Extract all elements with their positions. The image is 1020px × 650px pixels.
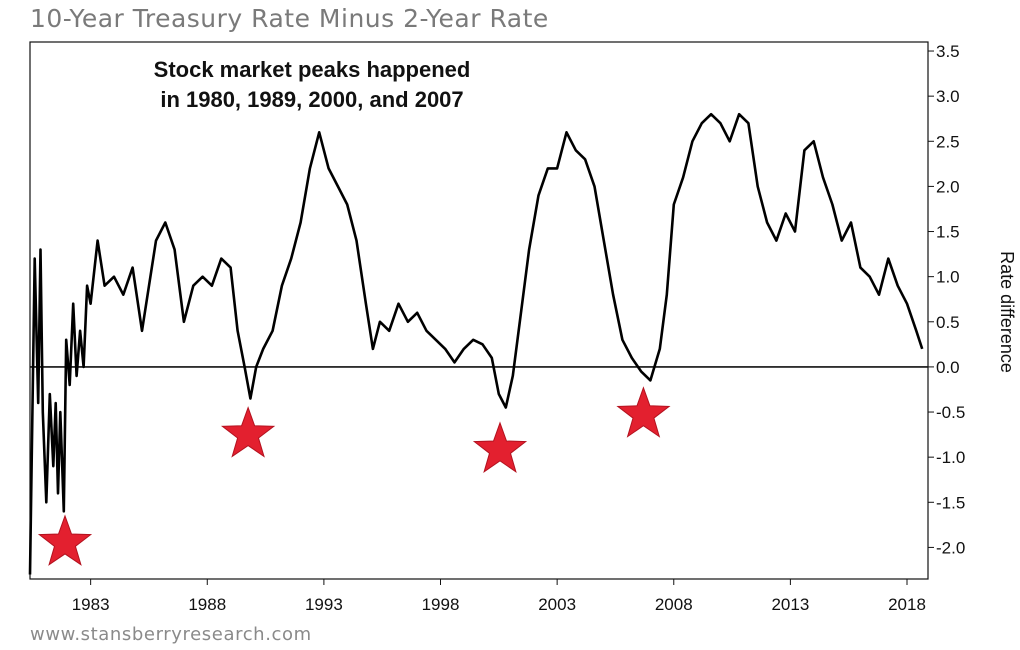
y-tick-label: 1.0 xyxy=(936,268,960,287)
source-credit: www.stansberryresearch.com xyxy=(30,624,312,645)
x-tick-label: 2003 xyxy=(538,595,576,614)
y-axis-label: Rate difference xyxy=(997,251,1017,373)
y-tick-label: -1.0 xyxy=(936,448,965,467)
star-marker xyxy=(616,386,671,438)
y-tick-label: 1.5 xyxy=(936,223,960,242)
x-tick-label: 1983 xyxy=(72,595,110,614)
x-tick-label: 1993 xyxy=(305,595,343,614)
series-line xyxy=(28,112,924,575)
y-tick-label: 0.5 xyxy=(936,313,960,332)
star-marker xyxy=(472,421,528,474)
plot-frame xyxy=(29,41,929,580)
y-tick-label: 3.5 xyxy=(936,42,960,61)
x-axis: 1983 1988 1993 1998 2003 2008 2013 2018 xyxy=(72,579,926,614)
star-marker xyxy=(37,514,93,566)
x-tick-label: 2018 xyxy=(888,595,926,614)
stock-peak-markers xyxy=(37,386,671,566)
y-axis: 3.5 3.0 2.5 2.0 1.5 1.0 0.5 0.0 -0.5 -1.0 -1.5 -2.0 xyxy=(928,42,965,557)
y-tick-label: -0.5 xyxy=(936,403,965,422)
annotation-line-2: in 1980, 1989, 2000, and 2007 xyxy=(160,87,463,112)
y-tick-label: 0.0 xyxy=(936,358,960,377)
x-tick-label: 2013 xyxy=(771,595,809,614)
y-tick-label: -2.0 xyxy=(936,538,965,557)
annotation-line-1: Stock market peaks happened xyxy=(154,57,471,82)
y-tick-label: -1.5 xyxy=(936,493,965,512)
star-marker xyxy=(220,406,276,458)
x-tick-label: 1988 xyxy=(188,595,226,614)
x-tick-label: 1998 xyxy=(422,595,460,614)
chart-title: 10-Year Treasury Rate Minus 2-Year Rate xyxy=(30,4,549,33)
y-tick-label: 3.0 xyxy=(936,87,960,106)
y-tick-label: 2.5 xyxy=(936,132,960,151)
y-tick-label: 2.0 xyxy=(936,177,960,196)
x-tick-label: 2008 xyxy=(655,595,693,614)
